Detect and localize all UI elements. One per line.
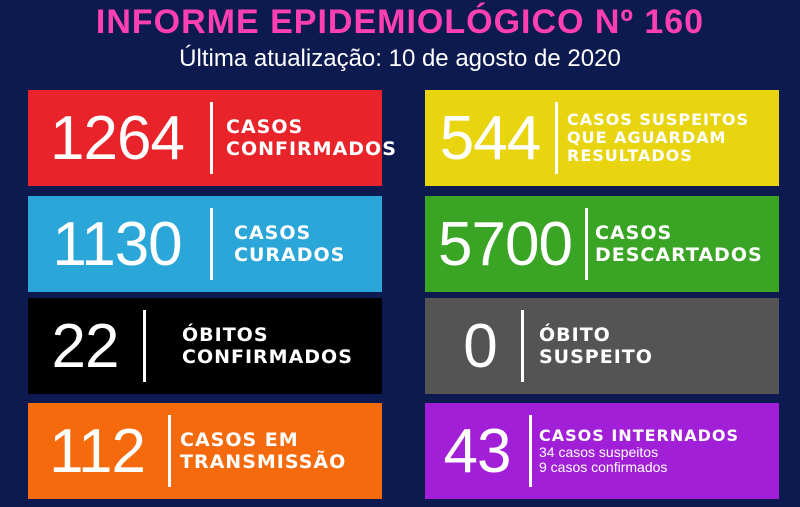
- death-suspected-number: 0: [463, 311, 497, 381]
- confirmed-cases-number: 1264: [50, 103, 185, 173]
- suspected-awaiting-number: 544: [439, 103, 541, 173]
- card-deaths-confirmed: 22 ÓBITOS CONFIRMADOS: [28, 298, 382, 394]
- separator: [521, 310, 524, 382]
- deaths-confirmed-number: 22: [51, 311, 120, 381]
- hospitalized-confirmed-count: 9 casos confirmados: [539, 459, 668, 475]
- card-cured: 1130 CASOS CURADOS: [28, 196, 382, 292]
- separator: [555, 102, 558, 174]
- death-suspected-label: ÓBITO SUSPEITO: [539, 324, 653, 368]
- separator: [210, 208, 213, 280]
- hospitalized-label: CASOS INTERNADOS 34 casos suspeitos 9 ca…: [539, 426, 740, 475]
- cured-label: CASOS CURADOS: [234, 222, 346, 266]
- cured-number: 1130: [52, 209, 182, 279]
- separator: [585, 208, 588, 280]
- deaths-confirmed-label: ÓBITOS CONFIRMADOS: [182, 324, 353, 368]
- report-title: INFORME EPIDEMIOLÓGICO Nº 160: [95, 3, 705, 41]
- card-confirmed-cases: 1264 CASOS CONFIRMADOS: [28, 90, 396, 186]
- separator: [210, 102, 213, 174]
- separator: [529, 415, 532, 487]
- hospitalized-suspected-count: 34 casos suspeitos: [539, 444, 659, 460]
- suspected-awaiting-label: CASOS SUSPEITOS QUE AGUARDAM RESULTADOS: [567, 110, 750, 165]
- discarded-number: 5700: [438, 209, 573, 279]
- confirmed-cases-label: CASOS CONFIRMADOS: [226, 116, 397, 160]
- card-suspected-awaiting: 544 CASOS SUSPEITOS QUE AGUARDAM RESULTA…: [425, 90, 779, 186]
- separator: [168, 415, 171, 487]
- last-update-subtitle: Última atualização: 10 de agosto de 2020: [179, 45, 621, 72]
- in-transmission-number: 112: [49, 416, 146, 486]
- hospitalized-number: 43: [443, 416, 512, 486]
- card-death-suspected: 0 ÓBITO SUSPEITO: [425, 298, 779, 394]
- card-in-transmission: 112 CASOS EM TRANSMISSÃO: [28, 403, 382, 499]
- in-transmission-label: CASOS EM TRANSMISSÃO: [180, 429, 347, 473]
- card-discarded: 5700 CASOS DESCARTADOS: [425, 196, 779, 292]
- separator: [143, 310, 146, 382]
- card-hospitalized: 43 CASOS INTERNADOS 34 casos suspeitos 9…: [425, 403, 779, 499]
- discarded-label: CASOS DESCARTADOS: [595, 222, 763, 266]
